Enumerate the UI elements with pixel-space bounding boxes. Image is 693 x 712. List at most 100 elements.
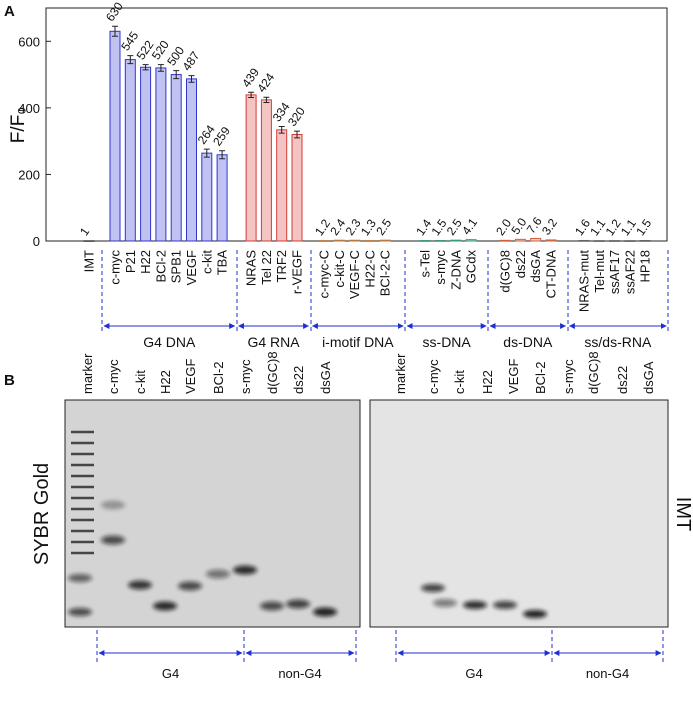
error-bar [112, 25, 118, 37]
x-tick-label: BCl-2 [153, 250, 168, 283]
x-tick-label: TRF2 [274, 250, 289, 283]
x-tick-label: ds22 [513, 250, 528, 278]
gel-band [101, 500, 125, 510]
gel-band [68, 608, 92, 616]
lane-label: marker [393, 353, 408, 394]
lane-label: c-myc [426, 359, 441, 394]
bar [419, 240, 431, 242]
group-label: G4 RNA [247, 334, 300, 350]
gel-band [68, 574, 92, 582]
x-tick-label: BCl-2-C [378, 250, 393, 296]
lane-label: BCl-2 [533, 361, 548, 394]
gel-band [178, 581, 202, 591]
x-tick-label: c-kit [199, 250, 214, 274]
x-tick-label: VEGF-C [347, 250, 362, 299]
error-bar [203, 148, 210, 158]
error-bar [278, 125, 285, 134]
group-label: i-motif DNA [322, 334, 394, 350]
gel-band [233, 565, 257, 575]
gel-band [463, 601, 487, 609]
lane-label: s-myc [238, 359, 253, 394]
lane-label: d(GC)8 [265, 351, 280, 394]
value-label: 1 [77, 225, 92, 239]
y-tick-label: 200 [18, 167, 40, 182]
gel-band [313, 607, 337, 617]
x-tick-label: Tel-mut [592, 250, 607, 293]
lane-label: c-myc [106, 359, 121, 394]
bar [450, 239, 462, 242]
x-tick-label: c-myc [108, 250, 123, 285]
value-label: 2.5 [373, 216, 394, 238]
x-tick-label: Z-DNA [448, 250, 463, 290]
lane-label: c-kit [133, 370, 148, 394]
bar [155, 67, 167, 242]
gel-band [421, 584, 445, 592]
x-tick-label: CT-DNA [544, 250, 559, 299]
error-bar [127, 55, 134, 65]
gel-group-label: non-G4 [278, 666, 321, 681]
bar [318, 240, 330, 242]
y-tick-label: 400 [18, 101, 40, 116]
bar [624, 240, 636, 242]
error-bar [294, 130, 300, 139]
lane-label: marker [80, 353, 95, 394]
bar [276, 129, 288, 242]
gel-band [153, 601, 177, 611]
lane-label: d(GC)8 [586, 351, 601, 394]
x-tick-label: VEGF [184, 250, 199, 285]
gel-band [493, 601, 517, 609]
value-label: 3.2 [539, 216, 560, 238]
group-label: G4 DNA [143, 334, 196, 350]
plot-frame [45, 7, 668, 242]
bar [593, 240, 605, 242]
x-tick-label: SPB1 [169, 250, 184, 283]
error-bar [188, 75, 195, 83]
lane-label: dsGA [318, 361, 333, 394]
x-tick-label: r-VEGF [290, 250, 305, 294]
group-label: ds-DNA [503, 334, 553, 350]
x-tick-label: s-Tel [418, 250, 433, 278]
bar [109, 30, 121, 242]
x-tick-label: s-myc [433, 250, 448, 285]
group-label: ss-DNA [423, 334, 472, 350]
bar [201, 152, 213, 242]
x-tick-label: HP18 [638, 250, 653, 283]
bar [291, 133, 303, 242]
gel-right [369, 399, 669, 628]
x-tick-label: P21 [123, 250, 138, 273]
error-bar [157, 64, 164, 72]
gel-band [206, 569, 230, 579]
x-tick-label: dsGA [528, 250, 543, 283]
error-bar [173, 70, 180, 80]
x-tick-label: c-kit-C [332, 250, 347, 288]
bar [333, 239, 345, 242]
x-tick-label: NRAS-mut [577, 250, 592, 313]
lane-label: s-myc [561, 359, 576, 394]
lane-label: H22 [480, 370, 495, 394]
y-tick-label: 600 [18, 34, 40, 49]
x-tick-label: c-myc-C [317, 250, 332, 298]
group-label: ss/ds-RNA [584, 334, 652, 350]
x-tick-label: ssAF17 [607, 250, 622, 294]
bar [435, 240, 446, 242]
bar [499, 239, 511, 242]
x-tick-label: ssAF22 [622, 250, 637, 294]
value-label: 4.1 [459, 215, 480, 237]
bar [83, 240, 95, 242]
error-bar [142, 64, 149, 71]
error-bar [248, 91, 255, 99]
error-bar [219, 150, 226, 160]
x-tick-label: GCdx [464, 250, 479, 284]
gel-band [260, 601, 284, 611]
bar [260, 99, 272, 242]
x-tick-label: IMT [82, 250, 97, 272]
x-tick-label: NRAS [244, 250, 259, 286]
bar [639, 240, 651, 242]
lane-label: VEGF [183, 359, 198, 394]
bar [379, 239, 391, 242]
lane-label: BCl-2 [211, 361, 226, 394]
panel-label: A [4, 3, 15, 20]
gel-band [523, 610, 547, 618]
panel-label: B [4, 372, 15, 389]
